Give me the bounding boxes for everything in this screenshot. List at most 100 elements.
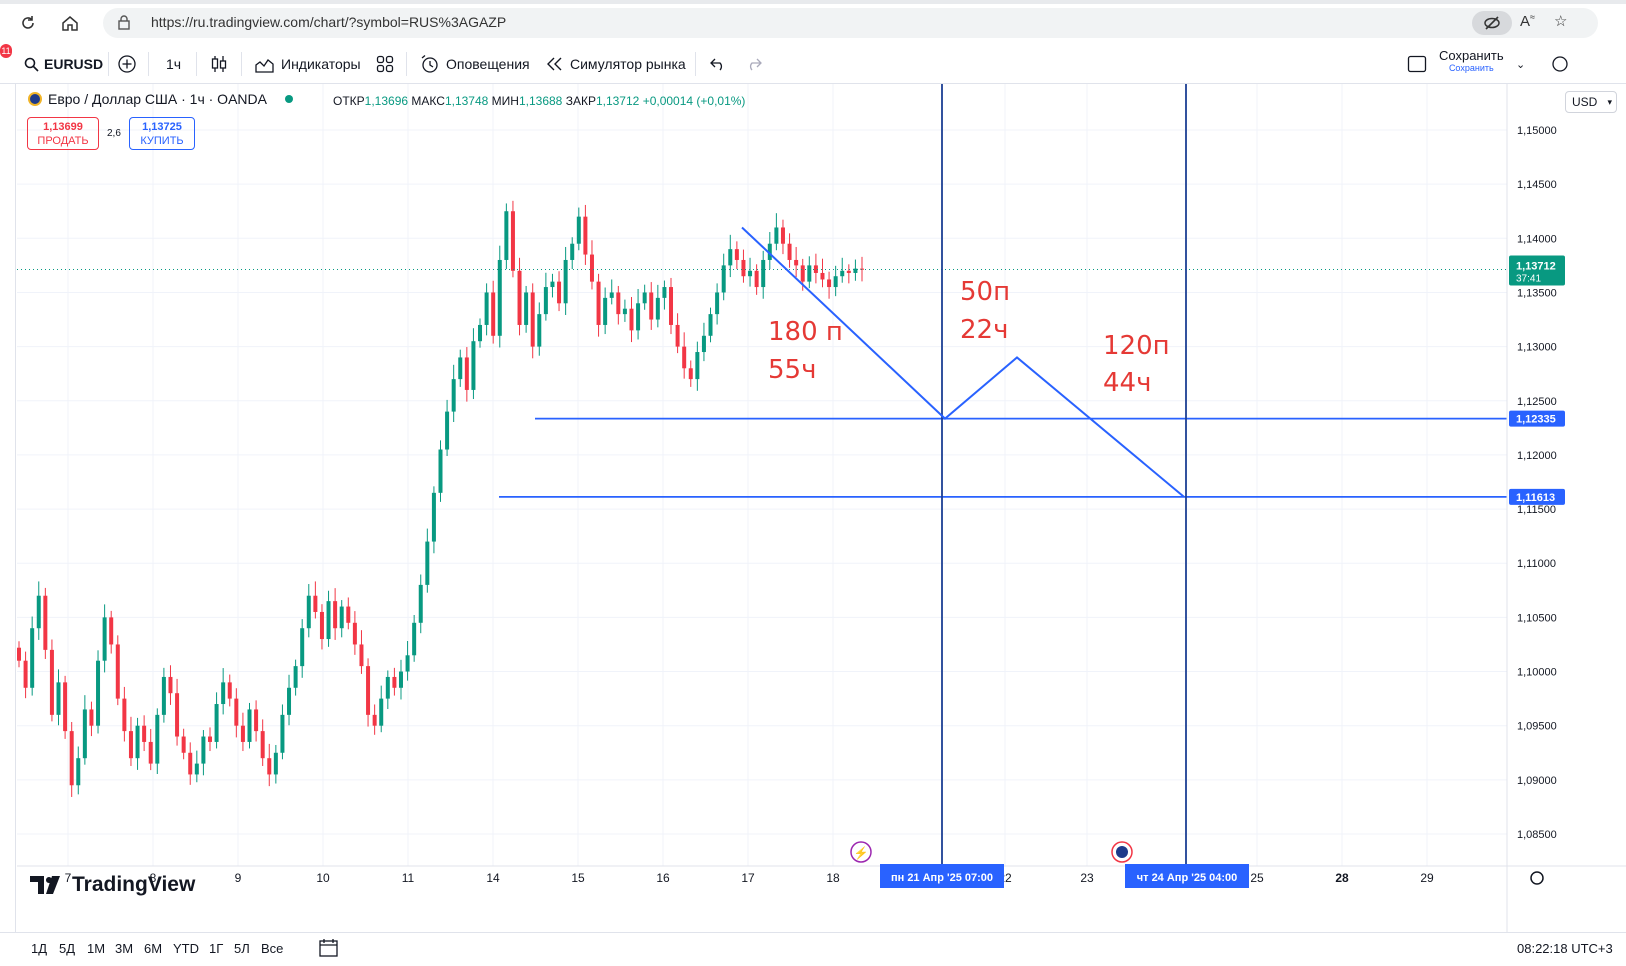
candle-body bbox=[603, 297, 608, 325]
undo-icon[interactable] bbox=[709, 44, 727, 84]
candles-icon[interactable] bbox=[210, 44, 228, 84]
ohlc-values: ОТКР1,13696 МАКС1,13748 МИН1,13688 ЗАКР1… bbox=[333, 94, 745, 108]
home-icon[interactable] bbox=[57, 10, 83, 36]
chart-legend[interactable]: Евро / Доллар США · 1ч · OANDA bbox=[28, 91, 293, 107]
candle-body bbox=[293, 666, 298, 688]
candle-body bbox=[728, 249, 733, 266]
read-aloud-icon[interactable]: A≈ bbox=[1520, 12, 1535, 30]
candle-body bbox=[458, 357, 463, 380]
range-button[interactable]: Все bbox=[261, 941, 284, 956]
axis-layer: 1,15000 1,14500 1,14000 1,13500 1,13000 1,125… bbox=[17, 84, 1626, 936]
separator bbox=[406, 52, 407, 76]
candle-body bbox=[675, 324, 680, 347]
candle-body bbox=[780, 227, 785, 244]
projection-path bbox=[741, 226, 1185, 498]
candle-body bbox=[135, 725, 140, 759]
candle-body bbox=[142, 725, 147, 742]
candle-body bbox=[254, 709, 259, 732]
redo-icon[interactable] bbox=[745, 44, 763, 84]
candle-body bbox=[128, 731, 133, 759]
range-button[interactable]: 5Д bbox=[59, 941, 76, 956]
candle-body bbox=[418, 584, 423, 623]
chart-grid bbox=[17, 84, 1507, 866]
url-text[interactable]: https://ru.tradingview.com/chart/?symbol… bbox=[151, 14, 507, 30]
tradingview-logo[interactable]: TradingView bbox=[30, 873, 195, 897]
sell-button[interactable]: 1,13699 ПРОДАТЬ bbox=[27, 117, 99, 150]
bottom-toolbar bbox=[0, 932, 1626, 966]
candle-body bbox=[385, 676, 390, 699]
indicators-button[interactable]: Индикаторы bbox=[255, 44, 361, 84]
candle-body bbox=[207, 736, 212, 742]
sell-price: 1,13699 bbox=[43, 121, 83, 133]
tracking-prevention-icon[interactable] bbox=[1472, 11, 1512, 35]
candle-body bbox=[741, 259, 746, 277]
quick-search-icon[interactable] bbox=[1551, 44, 1569, 84]
notification-badge: 11 bbox=[0, 44, 12, 58]
y-tick-label: 1,10000 bbox=[1517, 667, 1557, 679]
candle-body bbox=[201, 736, 206, 764]
drawing-toolbar-edge[interactable] bbox=[0, 84, 16, 936]
layouts-icon[interactable] bbox=[376, 44, 394, 84]
y-tick-label: 1,12500 bbox=[1517, 396, 1557, 408]
lock-icon[interactable] bbox=[117, 14, 131, 35]
range-button[interactable]: 1Г bbox=[209, 941, 224, 956]
candle-body bbox=[438, 449, 443, 493]
candle-body bbox=[583, 216, 588, 255]
candle-body bbox=[69, 731, 74, 786]
current-price-label-bg bbox=[1509, 255, 1565, 286]
range-button[interactable]: 1М bbox=[87, 941, 106, 956]
candle-body bbox=[102, 617, 107, 661]
candle-body bbox=[43, 595, 48, 650]
x-tick-label: 14 bbox=[486, 871, 500, 885]
x-tick-label: 17 bbox=[741, 871, 755, 885]
candle-body bbox=[398, 671, 403, 688]
range-button[interactable]: 5Л bbox=[234, 941, 250, 956]
candle-body bbox=[589, 254, 594, 282]
candle-body bbox=[767, 243, 772, 260]
candle-body bbox=[56, 682, 61, 715]
candle-body bbox=[115, 644, 120, 699]
reload-icon[interactable] bbox=[15, 10, 41, 36]
candle-body bbox=[715, 292, 720, 315]
level-label-upper: 1,12335 bbox=[1516, 414, 1556, 426]
y-tick-label: 1,13500 bbox=[1517, 287, 1557, 299]
chevron-down-icon[interactable]: ⌄ bbox=[1516, 58, 1526, 71]
buy-button[interactable]: 1,13725 КУПИТЬ bbox=[129, 117, 195, 150]
range-button[interactable]: 6М bbox=[144, 941, 163, 956]
candle-body bbox=[642, 292, 647, 304]
candle-body bbox=[497, 259, 502, 336]
range-button[interactable]: 1Д bbox=[31, 941, 48, 956]
symbol-label: EURUSD bbox=[44, 56, 104, 72]
clock[interactable]: 08:22:18 UTC+3 bbox=[1517, 941, 1613, 956]
candle-body bbox=[161, 676, 166, 715]
current-price-label: 1,13712 bbox=[1516, 261, 1556, 273]
y-tick-label: 1,09000 bbox=[1517, 775, 1557, 787]
x-tick-label: 10 bbox=[316, 871, 330, 885]
favorite-icon[interactable]: ☆ bbox=[1554, 13, 1568, 30]
candle-body bbox=[570, 243, 575, 260]
candle-body bbox=[734, 249, 739, 260]
x-tick-label: 11 bbox=[402, 871, 415, 885]
range-button[interactable]: YTD bbox=[173, 941, 199, 956]
replay-button[interactable]: Симулятор рынка bbox=[546, 44, 686, 84]
currency-select[interactable]: USD ▾ bbox=[1565, 91, 1617, 113]
candle-body bbox=[96, 660, 101, 726]
price-chart[interactable]: 180 п 55ч 50п 22ч 120п 44ч 1,15000 1,14500 1,14… bbox=[17, 84, 1626, 936]
candle-body bbox=[247, 709, 252, 742]
range-button[interactable]: 3М bbox=[115, 941, 134, 956]
compare-plus-icon[interactable] bbox=[117, 44, 137, 84]
symbol-search[interactable]: EURUSD bbox=[24, 44, 103, 84]
x-tick-label: 29 bbox=[1420, 871, 1434, 885]
low-label: МИН bbox=[491, 94, 519, 108]
candle-body bbox=[412, 622, 417, 656]
save-button[interactable]: Сохранить Сохранить bbox=[1439, 48, 1504, 73]
candle-body bbox=[774, 227, 779, 244]
date-range-icon[interactable] bbox=[318, 938, 340, 963]
interval-button[interactable]: 1ч bbox=[166, 56, 182, 72]
candle-body bbox=[491, 292, 496, 336]
layout-checkbox[interactable] bbox=[1407, 44, 1427, 84]
candle-body bbox=[596, 281, 601, 325]
drawings-layer[interactable]: 180 п 55ч 50п 22ч 120п 44ч bbox=[17, 84, 1507, 866]
alerts-button[interactable]: Оповещения bbox=[420, 44, 530, 84]
address-bar[interactable] bbox=[103, 8, 1598, 38]
